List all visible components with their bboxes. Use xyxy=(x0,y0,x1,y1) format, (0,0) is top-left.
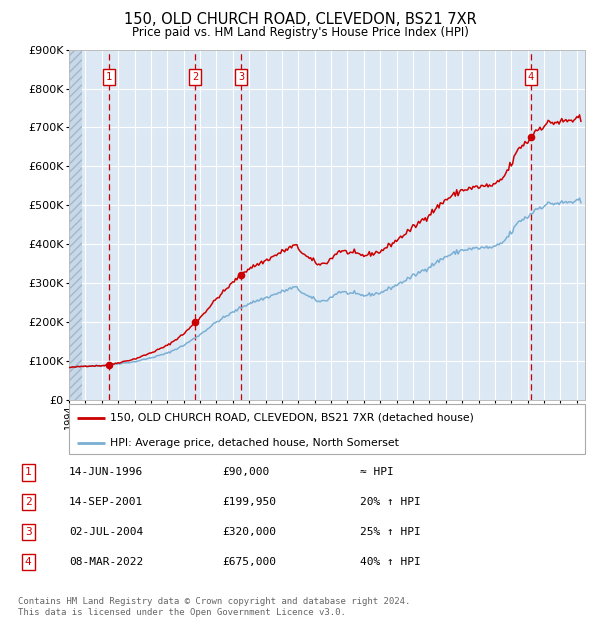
Text: 150, OLD CHURCH ROAD, CLEVEDON, BS21 7XR: 150, OLD CHURCH ROAD, CLEVEDON, BS21 7XR xyxy=(124,12,476,27)
Text: 2: 2 xyxy=(25,497,32,507)
Text: £320,000: £320,000 xyxy=(222,527,276,537)
Text: £90,000: £90,000 xyxy=(222,467,269,477)
Text: 1: 1 xyxy=(25,467,32,477)
Text: 4: 4 xyxy=(527,72,534,82)
Text: 02-JUL-2004: 02-JUL-2004 xyxy=(69,527,143,537)
Text: 25% ↑ HPI: 25% ↑ HPI xyxy=(360,527,421,537)
Text: 14-JUN-1996: 14-JUN-1996 xyxy=(69,467,143,477)
Text: ≈ HPI: ≈ HPI xyxy=(360,467,394,477)
Text: Price paid vs. HM Land Registry's House Price Index (HPI): Price paid vs. HM Land Registry's House … xyxy=(131,26,469,39)
Text: 2: 2 xyxy=(192,72,199,82)
Text: 20% ↑ HPI: 20% ↑ HPI xyxy=(360,497,421,507)
Text: HPI: Average price, detached house, North Somerset: HPI: Average price, detached house, Nort… xyxy=(110,438,399,448)
Text: 40% ↑ HPI: 40% ↑ HPI xyxy=(360,557,421,567)
Text: 3: 3 xyxy=(25,527,32,537)
Text: 4: 4 xyxy=(25,557,32,567)
Text: 08-MAR-2022: 08-MAR-2022 xyxy=(69,557,143,567)
FancyBboxPatch shape xyxy=(69,404,585,454)
Text: £675,000: £675,000 xyxy=(222,557,276,567)
Bar xyxy=(69,50,82,400)
Text: 3: 3 xyxy=(238,72,244,82)
Text: 14-SEP-2001: 14-SEP-2001 xyxy=(69,497,143,507)
Text: £199,950: £199,950 xyxy=(222,497,276,507)
Text: 150, OLD CHURCH ROAD, CLEVEDON, BS21 7XR (detached house): 150, OLD CHURCH ROAD, CLEVEDON, BS21 7XR… xyxy=(110,413,474,423)
Bar xyxy=(69,50,82,400)
Text: 1: 1 xyxy=(106,72,112,82)
Text: Contains HM Land Registry data © Crown copyright and database right 2024.
This d: Contains HM Land Registry data © Crown c… xyxy=(18,598,410,617)
